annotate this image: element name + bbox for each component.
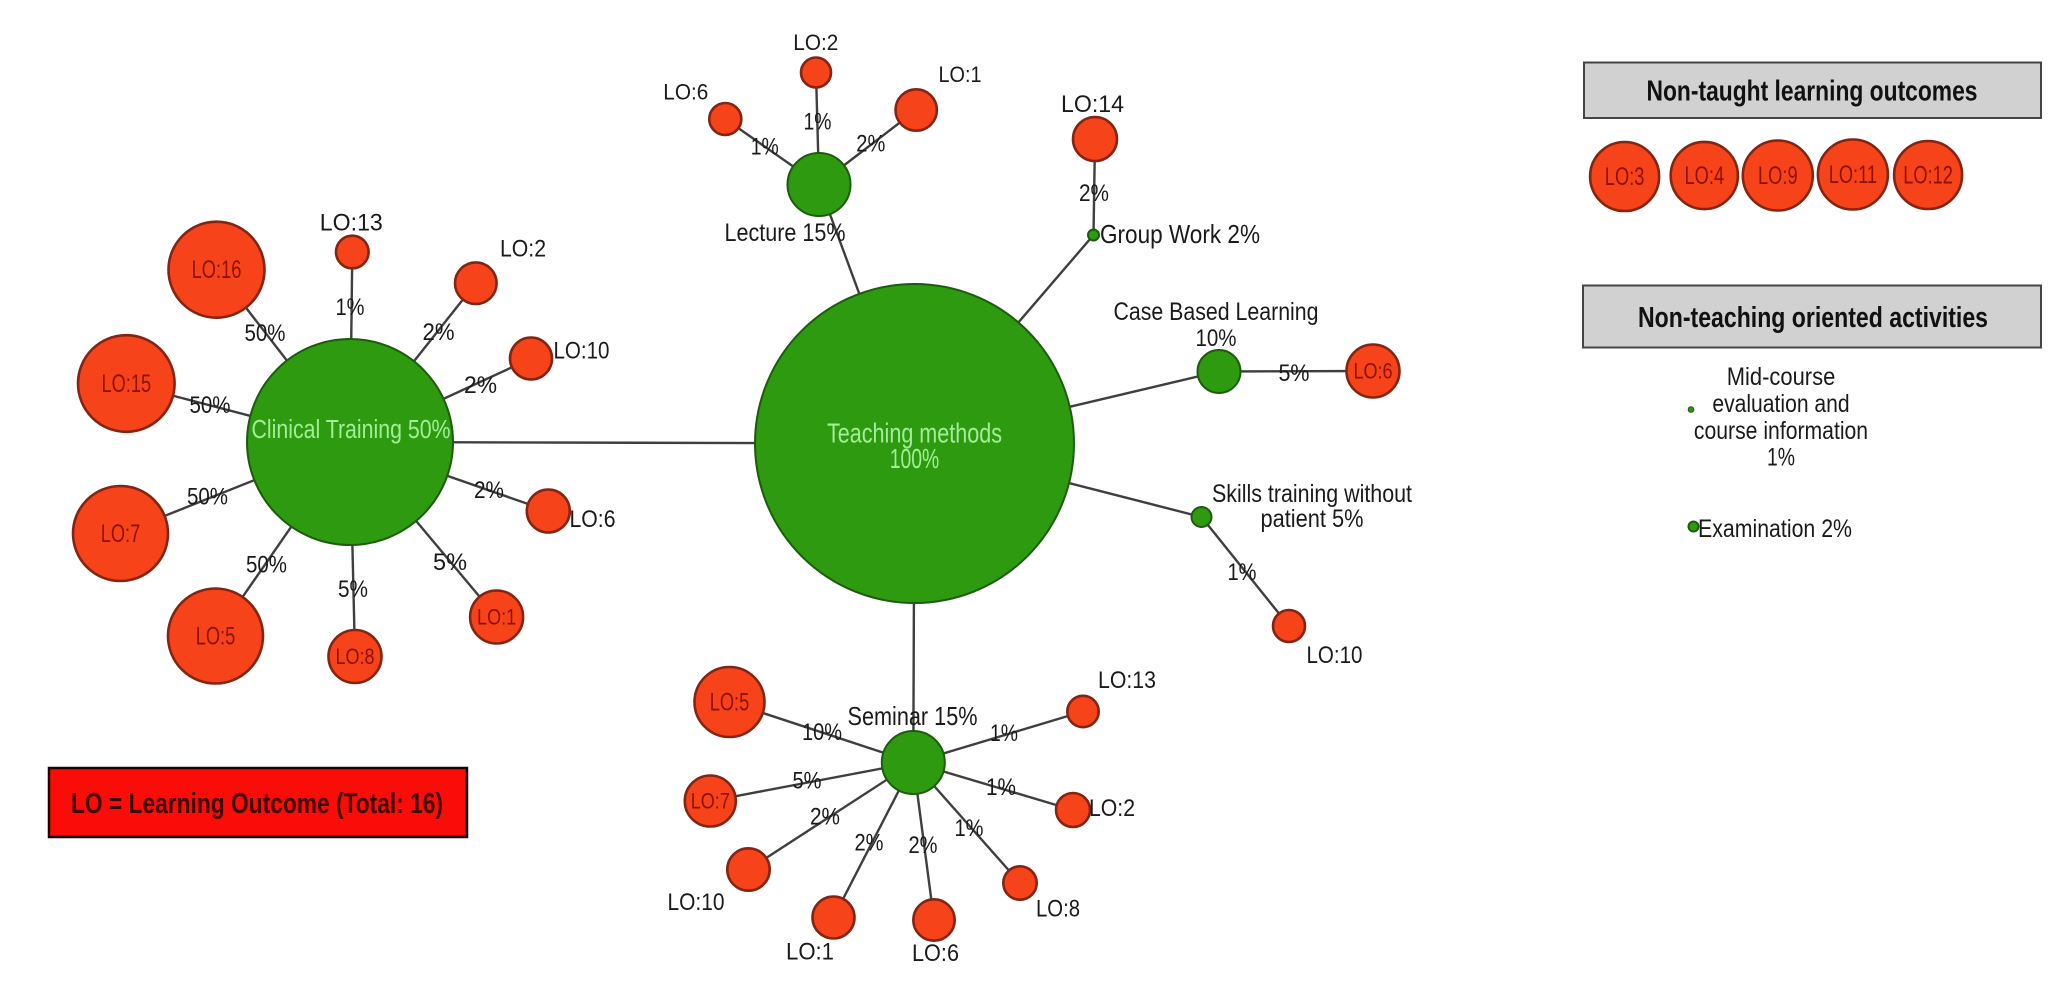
svg-text:LO:1: LO:1 — [786, 939, 834, 966]
svg-text:Case Based Learning: Case Based Learning — [1114, 298, 1319, 326]
svg-text:50%: 50% — [187, 484, 228, 511]
svg-text:Lecture 15%: Lecture 15% — [725, 219, 846, 247]
svg-text:Examination 2%: Examination 2% — [1698, 515, 1852, 543]
svg-text:LO:7: LO:7 — [101, 520, 141, 548]
svg-text:Skills training without: Skills training without — [1212, 480, 1412, 508]
svg-text:LO:14: LO:14 — [1061, 91, 1124, 118]
svg-text:LO:3: LO:3 — [1605, 163, 1645, 191]
svg-text:LO:6: LO:6 — [912, 940, 959, 967]
svg-text:2%: 2% — [464, 372, 497, 399]
svg-text:LO:8: LO:8 — [1036, 896, 1080, 923]
svg-text:1%: 1% — [1767, 444, 1795, 472]
svg-text:2%: 2% — [423, 319, 455, 346]
svg-text:1%: 1% — [804, 109, 832, 136]
svg-text:5%: 5% — [338, 576, 368, 603]
svg-text:50%: 50% — [245, 320, 286, 347]
svg-text:LO:1: LO:1 — [477, 605, 516, 630]
svg-text:1%: 1% — [1228, 559, 1257, 586]
svg-text:Non-teaching oriented activiti: Non-teaching oriented activities — [1638, 302, 1988, 334]
svg-text:50%: 50% — [246, 552, 287, 579]
svg-text:2%: 2% — [855, 830, 884, 857]
svg-text:LO = Learning Outcome (Total:: LO = Learning Outcome (Total: 16) — [71, 788, 443, 820]
svg-text:2%: 2% — [856, 131, 885, 158]
svg-text:1%: 1% — [955, 815, 984, 842]
svg-text:LO:2: LO:2 — [793, 30, 838, 55]
svg-text:Seminar 15%: Seminar 15% — [848, 701, 978, 731]
svg-text:2%: 2% — [1079, 180, 1109, 207]
svg-text:1%: 1% — [986, 774, 1016, 801]
svg-text:Mid-course: Mid-course — [1727, 363, 1836, 391]
svg-text:Teaching methods: Teaching methods — [827, 418, 1002, 449]
svg-text:LO:13: LO:13 — [320, 210, 383, 237]
svg-text:1%: 1% — [751, 134, 779, 161]
svg-text:2%: 2% — [909, 832, 938, 859]
svg-text:LO:5: LO:5 — [196, 623, 236, 651]
svg-text:LO:6: LO:6 — [1353, 359, 1392, 384]
svg-text:1%: 1% — [336, 294, 365, 321]
svg-text:LO:2: LO:2 — [500, 236, 546, 263]
svg-text:10%: 10% — [802, 719, 842, 746]
svg-text:5%: 5% — [793, 768, 822, 795]
svg-text:LO:9: LO:9 — [1758, 162, 1798, 190]
svg-text:LO:11: LO:11 — [1829, 161, 1877, 189]
svg-text:LO:6: LO:6 — [570, 506, 616, 533]
svg-text:5%: 5% — [1279, 360, 1310, 387]
svg-text:2%: 2% — [810, 804, 840, 831]
svg-text:LO:4: LO:4 — [1685, 162, 1725, 190]
svg-text:LO:5: LO:5 — [710, 689, 750, 717]
svg-text:evaluation and: evaluation and — [1712, 390, 1849, 418]
svg-text:Clinical Training 50%: Clinical Training 50% — [252, 416, 451, 444]
svg-text:100%: 100% — [890, 443, 940, 474]
svg-text:10%: 10% — [1196, 325, 1237, 352]
svg-text:5%: 5% — [433, 549, 467, 576]
svg-text:patient 5%: patient 5% — [1261, 505, 1364, 533]
svg-text:LO:7: LO:7 — [691, 789, 730, 814]
svg-text:LO:2: LO:2 — [1089, 795, 1135, 822]
svg-text:2%: 2% — [474, 477, 504, 504]
svg-text:LO:10: LO:10 — [668, 889, 725, 916]
svg-text:LO:10: LO:10 — [554, 338, 610, 365]
svg-text:50%: 50% — [190, 392, 231, 419]
svg-text:LO:15: LO:15 — [101, 370, 151, 398]
svg-text:1%: 1% — [990, 720, 1018, 747]
svg-text:LO:12: LO:12 — [1903, 162, 1953, 190]
svg-text:Non-taught learning outcomes: Non-taught learning outcomes — [1647, 76, 1978, 108]
svg-text:LO:16: LO:16 — [192, 256, 242, 284]
svg-text:LO:8: LO:8 — [335, 644, 374, 669]
svg-text:LO:10: LO:10 — [1307, 642, 1363, 669]
svg-text:LO:1: LO:1 — [939, 62, 982, 87]
svg-text:LO:13: LO:13 — [1098, 667, 1156, 694]
svg-text:Group Work 2%: Group Work 2% — [1100, 219, 1260, 249]
svg-text:course information: course information — [1694, 417, 1868, 445]
svg-text:LO:6: LO:6 — [663, 80, 708, 105]
